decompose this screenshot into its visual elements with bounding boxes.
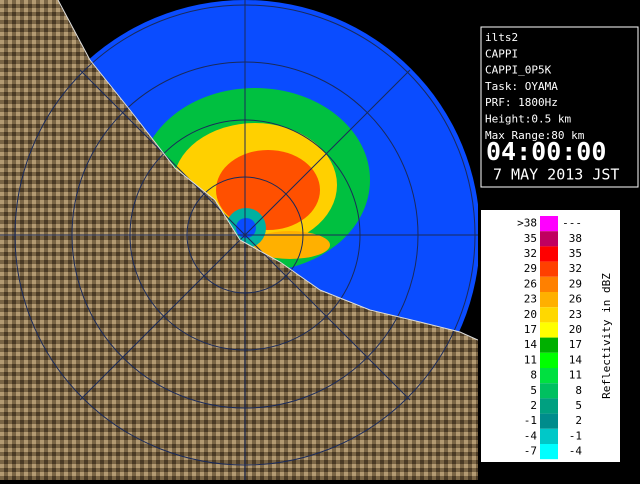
legend-high: -4 [569, 445, 583, 458]
legend-low: 11 [524, 353, 537, 366]
info-line: Max Range:80 km [485, 129, 585, 142]
legend-swatch [540, 368, 558, 384]
legend-swatch [540, 337, 558, 353]
info-line: CAPPI_0P5K [485, 64, 552, 77]
legend-swatch [540, 428, 558, 444]
legend-high: --- [562, 217, 582, 230]
legend-high: 29 [569, 277, 582, 290]
legend-high: 17 [569, 338, 582, 351]
legend-swatch [540, 322, 558, 338]
legend-swatch [540, 383, 558, 399]
legend-low: 8 [530, 369, 537, 382]
legend-high: 23 [569, 308, 582, 321]
legend-swatch [540, 292, 558, 308]
legend-swatch [540, 216, 558, 232]
legend-high: 38 [569, 232, 582, 245]
legend-low: >38 [517, 217, 537, 230]
legend-swatch [540, 398, 558, 414]
legend-high: 32 [569, 262, 582, 275]
legend-swatch [540, 444, 558, 460]
legend-high: 26 [569, 293, 582, 306]
legend: >38 --- 35 38 32 35 29 32 26 29 23 26 20 23 17 20 14 17 11… [517, 216, 613, 460]
info-text: ilts2 CAPPI CAPPI_0P5K Task: OYAMA PRF: 1800… [485, 31, 619, 184]
coastline [57, 0, 478, 341]
legend-low: 5 [530, 384, 537, 397]
legend-swatch [540, 261, 558, 277]
info-line: Task: OYAMA [485, 80, 558, 93]
legend-low: -1 [524, 414, 537, 427]
legend-low: -4 [524, 429, 538, 442]
legend-low: 14 [524, 338, 538, 351]
radar-site [236, 218, 256, 238]
legend-low: 35 [524, 232, 537, 245]
legend-low: 23 [524, 293, 537, 306]
legend-high: -1 [569, 429, 582, 442]
range-rings [0, 0, 478, 480]
legend-high: 20 [569, 323, 582, 336]
legend-low: 32 [524, 247, 537, 260]
info-line: ilts2 [485, 31, 518, 44]
info-line: CAPPI [485, 47, 518, 60]
legend-low: 2 [530, 399, 537, 412]
legend-low: 29 [524, 262, 537, 275]
info-line: Height:0.5 km [485, 113, 571, 126]
legend-low: 17 [524, 323, 537, 336]
legend-low: -7 [524, 445, 537, 458]
legend-swatch [540, 352, 558, 368]
date: 7 MAY 2013 JST [493, 166, 619, 184]
legend-swatch [540, 246, 558, 262]
legend-high: 35 [569, 247, 582, 260]
legend-swatch [540, 307, 558, 323]
info-line: PRF: 1800Hz [485, 96, 558, 109]
echo-band [250, 231, 330, 259]
legend-low: 26 [524, 277, 537, 290]
legend-high: 2 [575, 414, 582, 427]
legend-title: Reflectivity in dBZ [600, 273, 613, 399]
legend-high: 5 [575, 399, 582, 412]
legend-high: 14 [569, 353, 583, 366]
legend-swatch [540, 231, 558, 247]
radar-map [0, 0, 478, 480]
legend-high: 11 [569, 369, 582, 382]
info-panel [480, 26, 639, 188]
legend-high: 8 [575, 384, 582, 397]
legend-swatch [540, 276, 558, 292]
time: 04:00:00 [486, 137, 606, 166]
legend-swatch [540, 413, 558, 429]
legend-low: 20 [524, 308, 537, 321]
